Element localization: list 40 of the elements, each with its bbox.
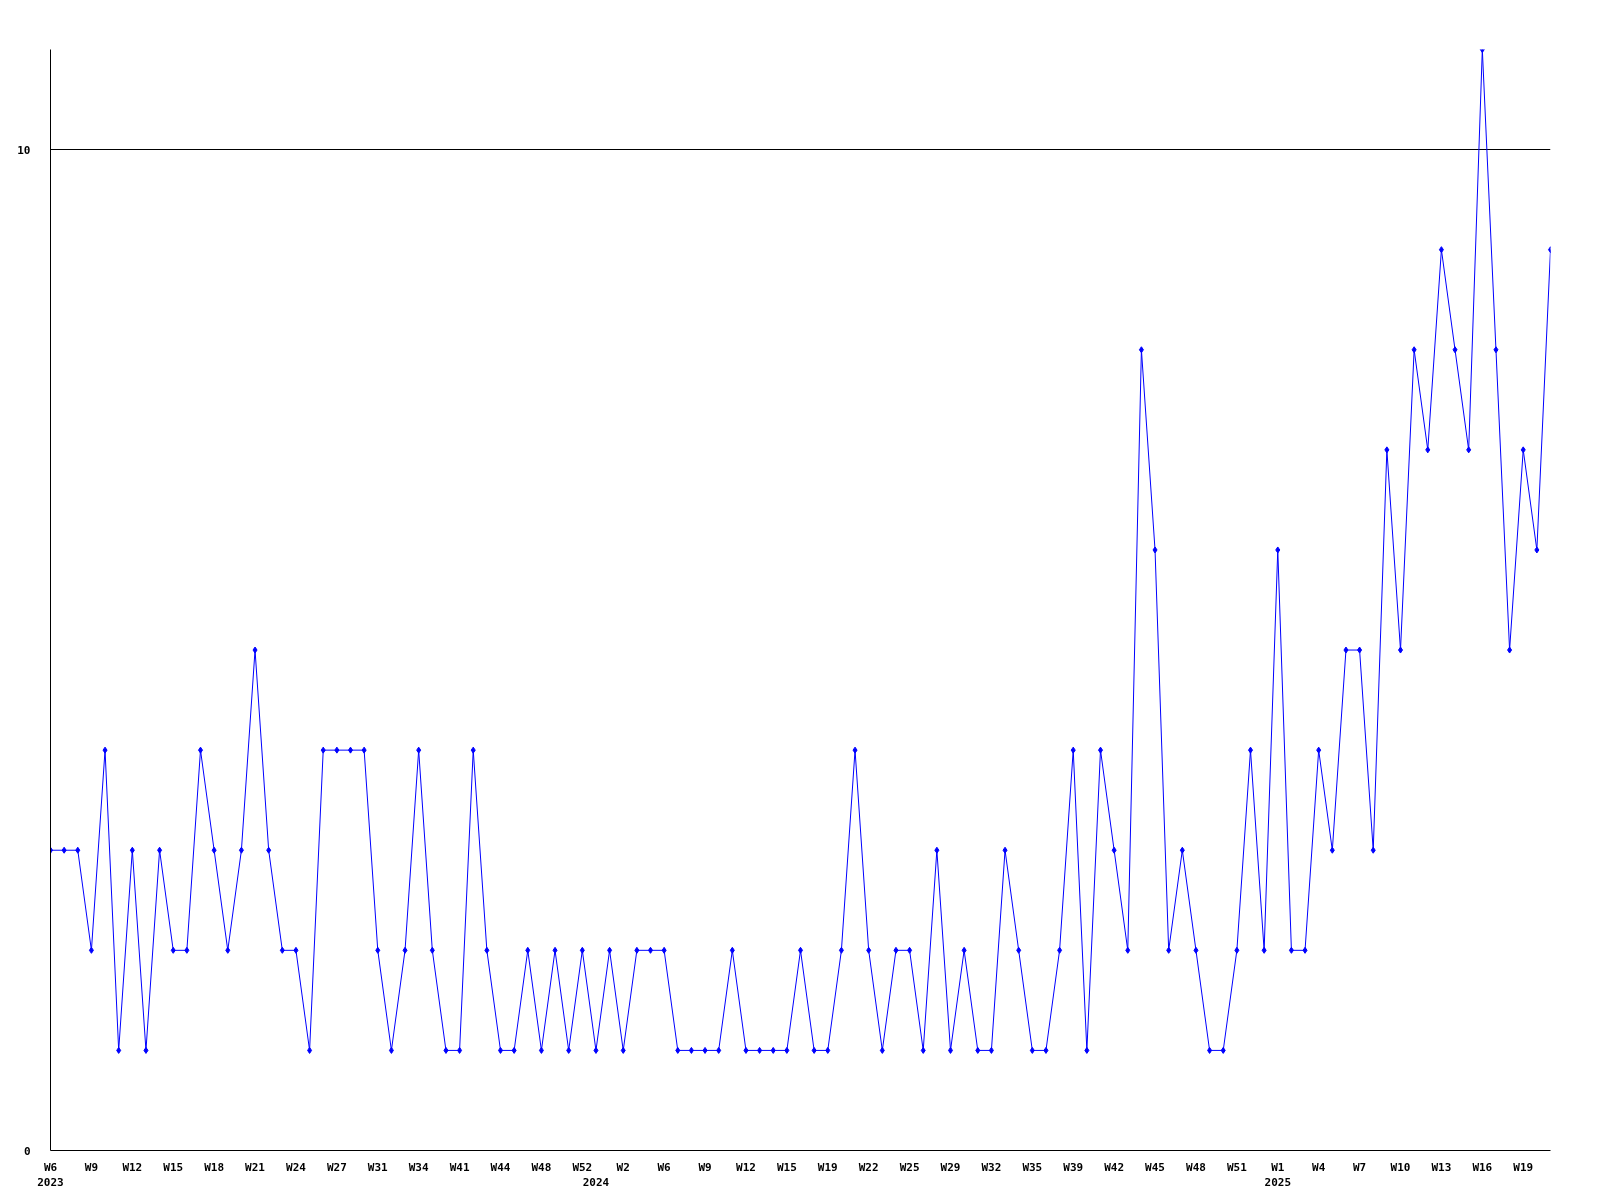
- x-tick-label: W41: [449, 1160, 470, 1174]
- x-tick-label: W13: [1431, 1160, 1452, 1174]
- x-tick-label: W39: [1063, 1160, 1084, 1174]
- x-tick-label: W34: [408, 1160, 429, 1174]
- x-tick-label: W15: [776, 1160, 797, 1174]
- y-tick-label: 0: [23, 1144, 31, 1158]
- x-tick-label: W31: [367, 1160, 389, 1174]
- x-tick-label: W52: [572, 1160, 593, 1174]
- x-tick-label: W51: [1226, 1160, 1248, 1174]
- x-tick-label: W15: [163, 1160, 184, 1174]
- x-tick-label: W48: [531, 1160, 552, 1174]
- x-tick-label: W2: [616, 1160, 630, 1174]
- x-tick-label: W35: [1022, 1160, 1043, 1174]
- x-tick-label: W21: [245, 1160, 266, 1174]
- x-tick-label: 2024: [582, 1176, 610, 1190]
- x-tick-label: W10: [1390, 1160, 1411, 1174]
- x-tick-label: W6 2023: [37, 1160, 64, 1190]
- x-tick-label: W9: [698, 1160, 712, 1174]
- x-tick-label: W6: [657, 1160, 672, 1174]
- x-tick-label: W1 2025: [1264, 1160, 1292, 1190]
- x-tick-label: W22: [858, 1160, 879, 1174]
- x-tick-label: W19: [817, 1160, 838, 1174]
- x-tick-label: W42: [1104, 1160, 1125, 1174]
- y-tick-label: 10: [17, 143, 31, 157]
- x-tick-label: W29: [940, 1160, 961, 1174]
- x-tick-label: W12: [122, 1160, 143, 1174]
- x-tick-label: W9: [84, 1160, 99, 1174]
- x-tick-label: W16: [1472, 1160, 1493, 1174]
- x-tick-label: W45: [1145, 1160, 1165, 1174]
- x-tick-label: W12: [736, 1160, 756, 1174]
- x-tick-label: W4: [1312, 1160, 1326, 1174]
- x-tick-label: W25: [899, 1160, 920, 1174]
- x-tick-label: W27: [326, 1160, 347, 1174]
- x-tick-label: W44: [490, 1160, 511, 1174]
- x-tick-label: W32: [981, 1160, 1002, 1174]
- x-tick-label: W24: [286, 1160, 307, 1174]
- x-tick-label: W18: [204, 1160, 225, 1174]
- x-tick-label: W48: [1186, 1160, 1206, 1174]
- x-tick-label: W7: [1352, 1160, 1367, 1174]
- x-tick-label: W19: [1513, 1160, 1534, 1174]
